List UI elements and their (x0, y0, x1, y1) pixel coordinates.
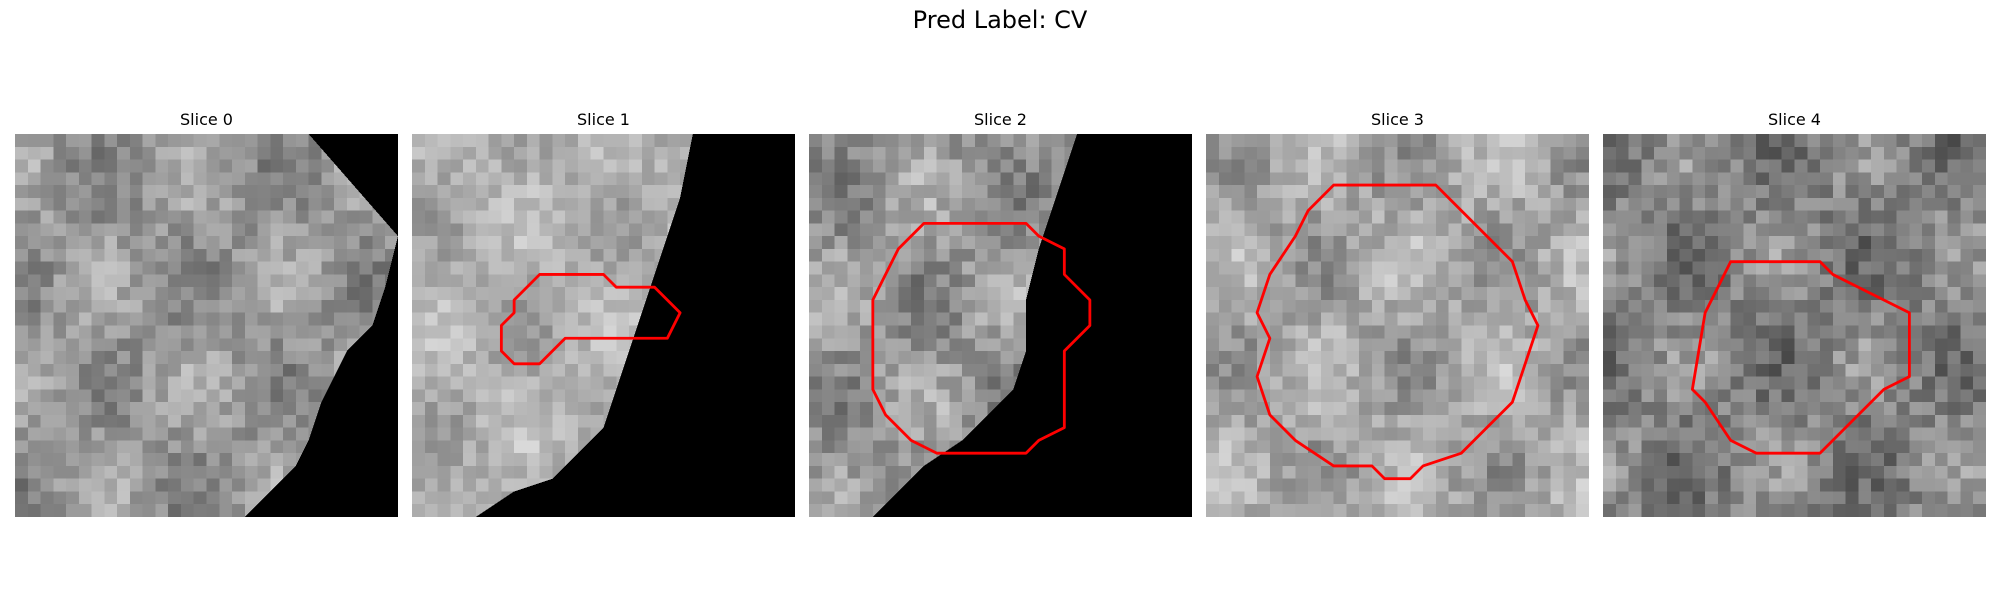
slice-image-4 (1603, 134, 1986, 517)
predicted-contour (1690, 260, 1911, 455)
slice-image-1 (412, 134, 795, 517)
predicted-contour (871, 221, 1092, 455)
slice-title-4: Slice 4 (1768, 110, 1821, 129)
slice-panel-2: Slice 2 (809, 108, 1192, 517)
pixel-texture (1206, 134, 1589, 517)
slice-panel-0: Slice 0 (15, 108, 398, 517)
pixel-texture (1603, 134, 1986, 517)
slice-title-1: Slice 1 (577, 110, 630, 129)
predicted-contour (499, 273, 682, 366)
slice-panel-4: Slice 4 (1603, 108, 1986, 517)
figure-title: Pred Label: CV (912, 6, 1088, 34)
slice-panel-3: Slice 3 (1206, 108, 1589, 517)
black-background-region (872, 134, 1192, 517)
slice-title-3: Slice 3 (1371, 110, 1424, 129)
slice-image-2 (809, 134, 1192, 517)
slice-title-0: Slice 0 (180, 110, 233, 129)
slice-image-0 (15, 134, 398, 517)
slice-image-3 (1206, 134, 1589, 517)
predicted-contour (1255, 183, 1540, 481)
slice-title-2: Slice 2 (974, 110, 1027, 129)
black-background-region (475, 134, 795, 517)
slice-panel-1: Slice 1 (412, 108, 795, 517)
black-background-region (244, 134, 398, 517)
